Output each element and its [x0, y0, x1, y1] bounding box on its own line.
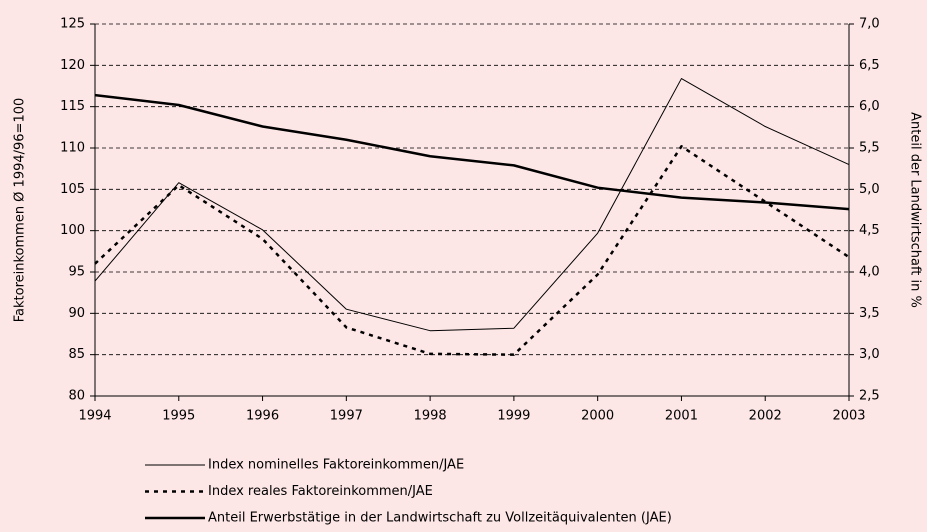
y2-tick-label: 2,5 — [859, 389, 880, 404]
y2-tick-label: 6,5 — [859, 58, 880, 73]
y2-tick-label: 4,0 — [859, 265, 880, 280]
y-tick-label: 115 — [60, 99, 85, 114]
y-tick-label: 120 — [60, 58, 85, 73]
y-tick-label: 80 — [68, 389, 85, 404]
y2-axis-title: Anteil der Landwirtschaft in % — [908, 112, 923, 308]
y2-tick-label: 5,0 — [859, 182, 880, 197]
y-axis-title: Faktoreinkommen Ø 1994/96=100 — [13, 98, 28, 323]
x-tick-label: 1994 — [78, 409, 111, 424]
y-tick-label: 95 — [68, 265, 85, 280]
x-tick-label: 1999 — [497, 409, 530, 424]
y-tick-label: 110 — [60, 141, 85, 156]
y2-tick-label: 6,0 — [859, 99, 880, 114]
y-tick-label: 100 — [60, 223, 85, 238]
x-tick-label: 2001 — [665, 409, 698, 424]
y-tick-label: 85 — [68, 347, 85, 362]
series-line — [94, 145, 850, 356]
y-tick-label: 125 — [60, 17, 85, 32]
series-line — [94, 78, 850, 332]
y2-tick-label: 3,5 — [859, 306, 880, 321]
x-tick-label: 1997 — [330, 409, 363, 424]
y-tick-label: 90 — [68, 306, 85, 321]
y-tick-label: 105 — [60, 182, 85, 197]
y2-tick-label: 5,5 — [859, 141, 880, 156]
legend-label: Index reales Faktoreinkommen/JAE — [208, 484, 433, 499]
x-tick-label: 1998 — [414, 409, 447, 424]
x-tick-label: 1995 — [162, 409, 195, 424]
x-tick-label: 1996 — [246, 409, 279, 424]
y2-tick-label: 7,0 — [859, 17, 880, 32]
x-tick-label: 2002 — [749, 409, 782, 424]
series-line — [94, 93, 850, 211]
y2-tick-label: 4,5 — [859, 223, 880, 238]
legend-label: Index nominelles Faktoreinkommen/JAE — [208, 458, 464, 473]
legend-label: Anteil Erwerbstätige in der Landwirtscha… — [208, 511, 672, 526]
y2-tick-label: 3,0 — [859, 347, 880, 362]
x-tick-label: 2000 — [581, 409, 614, 424]
x-tick-label: 2003 — [832, 409, 865, 424]
